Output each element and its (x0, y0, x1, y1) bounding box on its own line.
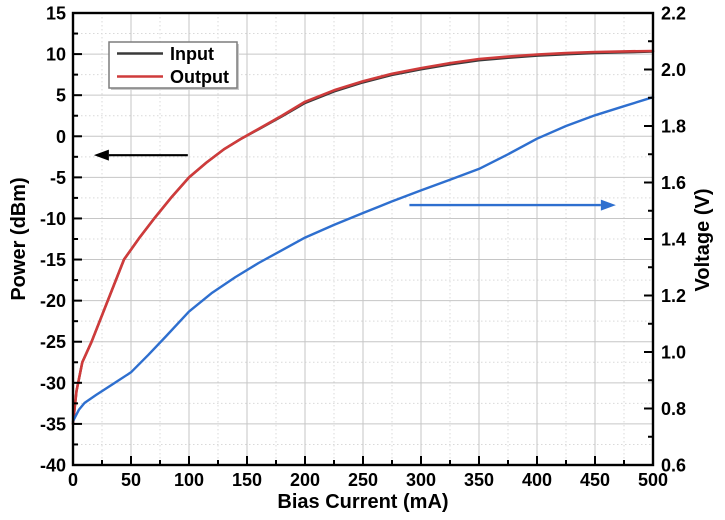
left-axis-tick-label: -5 (50, 168, 66, 188)
x-axis-tick-label: 100 (174, 470, 204, 490)
right-axis-tick-label: 0.6 (661, 456, 686, 476)
x-axis-tick-label: 400 (522, 470, 552, 490)
series-voltage-curve (71, 95, 655, 423)
x-axis-tick-label: 500 (638, 470, 668, 490)
right-axis-tick-label: 0.8 (661, 399, 686, 419)
left-axis-tick-label: -35 (40, 414, 66, 434)
left-axis-tick-label: -20 (40, 291, 66, 311)
right-axis-tick-label: 1.2 (661, 286, 686, 306)
right-axis-tick-label: 2.0 (661, 60, 686, 80)
series-output-curve (71, 49, 655, 426)
left-axis-arrow-head (93, 149, 109, 161)
x-axis-title: Bias Current (mA) (277, 491, 448, 513)
x-axis-tick-label: 200 (290, 470, 320, 490)
right-axis-tick-label: 1.6 (661, 173, 686, 193)
right-axis-tick-label: 1.0 (661, 343, 686, 363)
left-axis-tick-label: 10 (46, 45, 66, 65)
left-axis-tick-label: -10 (40, 209, 66, 229)
left-axis-tick-label: -30 (40, 373, 66, 393)
left-axis-tick-label: 5 (56, 86, 66, 106)
right-y-axis-title: Voltage (V) (692, 189, 714, 292)
legend-label-output: Output (170, 67, 229, 87)
x-axis-tick-label: 350 (464, 470, 494, 490)
legend-box (108, 41, 238, 89)
right-axis-tick-label: 2.2 (661, 4, 686, 24)
legend-label-input: Input (170, 44, 214, 64)
left-axis-tick-label: 0 (56, 127, 66, 147)
left-axis-tick-label: -15 (40, 250, 66, 270)
x-axis-tick-label: 300 (406, 470, 436, 490)
right-axis-tick-label: 1.8 (661, 117, 686, 137)
x-axis-tick-label: 0 (68, 470, 78, 490)
x-axis-tick-label: 50 (121, 470, 141, 490)
left-axis-tick-label: -40 (40, 456, 66, 476)
left-axis-tick-label: -25 (40, 332, 66, 352)
legend: Input Output (108, 41, 239, 90)
x-axis-tick-label: 450 (580, 470, 610, 490)
right-axis-arrow-head (600, 199, 616, 211)
left-axis-tick-label: 15 (46, 4, 66, 24)
left-y-axis-title: Power (dBm) (8, 177, 30, 300)
x-axis-tick-label: 250 (348, 470, 378, 490)
right-axis-tick-label: 1.4 (661, 230, 686, 250)
x-axis-tick-label: 150 (232, 470, 262, 490)
